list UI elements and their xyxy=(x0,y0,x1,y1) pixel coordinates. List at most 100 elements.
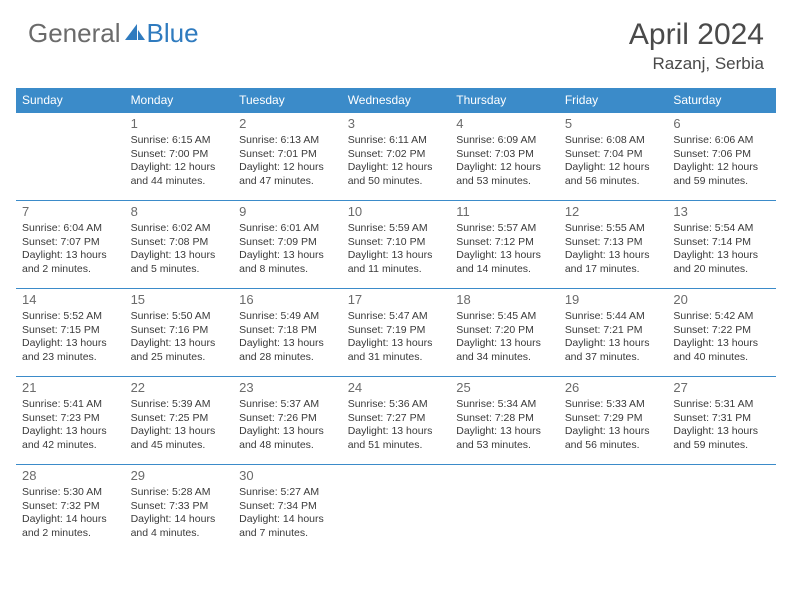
day-cell: 23Sunrise: 5:37 AMSunset: 7:26 PMDayligh… xyxy=(233,377,342,465)
day-cell: 21Sunrise: 5:41 AMSunset: 7:23 PMDayligh… xyxy=(16,377,125,465)
day-number: 13 xyxy=(673,204,770,221)
sunset-text: Sunset: 7:12 PM xyxy=(456,236,553,250)
logo-text-2: Blue xyxy=(147,18,199,49)
day-number: 29 xyxy=(131,468,228,485)
day-cell xyxy=(342,465,451,553)
sunset-text: Sunset: 7:26 PM xyxy=(239,412,336,426)
daylight-text: Daylight: 13 hours and 42 minutes. xyxy=(22,425,119,452)
day-number: 7 xyxy=(22,204,119,221)
daylight-text: Daylight: 13 hours and 25 minutes. xyxy=(131,337,228,364)
day-number: 15 xyxy=(131,292,228,309)
day-cell: 30Sunrise: 5:27 AMSunset: 7:34 PMDayligh… xyxy=(233,465,342,553)
sunset-text: Sunset: 7:23 PM xyxy=(22,412,119,426)
day-number: 11 xyxy=(456,204,553,221)
day-cell: 2Sunrise: 6:13 AMSunset: 7:01 PMDaylight… xyxy=(233,113,342,201)
day-number: 9 xyxy=(239,204,336,221)
week-row: 1Sunrise: 6:15 AMSunset: 7:00 PMDaylight… xyxy=(16,113,776,201)
sunrise-text: Sunrise: 5:55 AM xyxy=(565,222,662,236)
sunrise-text: Sunrise: 5:45 AM xyxy=(456,310,553,324)
sunset-text: Sunset: 7:09 PM xyxy=(239,236,336,250)
day-cell: 27Sunrise: 5:31 AMSunset: 7:31 PMDayligh… xyxy=(667,377,776,465)
sunrise-text: Sunrise: 6:04 AM xyxy=(22,222,119,236)
daylight-text: Daylight: 13 hours and 53 minutes. xyxy=(456,425,553,452)
daylight-text: Daylight: 12 hours and 47 minutes. xyxy=(239,161,336,188)
sunset-text: Sunset: 7:15 PM xyxy=(22,324,119,338)
sunrise-text: Sunrise: 6:08 AM xyxy=(565,134,662,148)
daylight-text: Daylight: 14 hours and 2 minutes. xyxy=(22,513,119,540)
day-number: 3 xyxy=(348,116,445,133)
sunrise-text: Sunrise: 5:42 AM xyxy=(673,310,770,324)
sunrise-text: Sunrise: 6:11 AM xyxy=(348,134,445,148)
day-cell: 9Sunrise: 6:01 AMSunset: 7:09 PMDaylight… xyxy=(233,201,342,289)
week-row: 7Sunrise: 6:04 AMSunset: 7:07 PMDaylight… xyxy=(16,201,776,289)
sunrise-text: Sunrise: 5:28 AM xyxy=(131,486,228,500)
sunrise-text: Sunrise: 6:06 AM xyxy=(673,134,770,148)
day-number: 12 xyxy=(565,204,662,221)
sunset-text: Sunset: 7:25 PM xyxy=(131,412,228,426)
sunrise-text: Sunrise: 5:49 AM xyxy=(239,310,336,324)
sunset-text: Sunset: 7:33 PM xyxy=(131,500,228,514)
sunrise-text: Sunrise: 5:54 AM xyxy=(673,222,770,236)
title-block: April 2024 Razanj, Serbia xyxy=(629,18,764,74)
daylight-text: Daylight: 13 hours and 5 minutes. xyxy=(131,249,228,276)
daylight-text: Daylight: 13 hours and 56 minutes. xyxy=(565,425,662,452)
dayhead-thu: Thursday xyxy=(450,88,559,113)
daylight-text: Daylight: 13 hours and 45 minutes. xyxy=(131,425,228,452)
daylight-text: Daylight: 13 hours and 28 minutes. xyxy=(239,337,336,364)
sunset-text: Sunset: 7:18 PM xyxy=(239,324,336,338)
day-cell: 20Sunrise: 5:42 AMSunset: 7:22 PMDayligh… xyxy=(667,289,776,377)
day-number: 21 xyxy=(22,380,119,397)
dayhead-wed: Wednesday xyxy=(342,88,451,113)
sunrise-text: Sunrise: 5:44 AM xyxy=(565,310,662,324)
day-cell xyxy=(16,113,125,201)
sunset-text: Sunset: 7:02 PM xyxy=(348,148,445,162)
daylight-text: Daylight: 12 hours and 53 minutes. xyxy=(456,161,553,188)
dayhead-tue: Tuesday xyxy=(233,88,342,113)
sunset-text: Sunset: 7:10 PM xyxy=(348,236,445,250)
day-cell: 16Sunrise: 5:49 AMSunset: 7:18 PMDayligh… xyxy=(233,289,342,377)
sunrise-text: Sunrise: 6:13 AM xyxy=(239,134,336,148)
sunrise-text: Sunrise: 5:39 AM xyxy=(131,398,228,412)
sunset-text: Sunset: 7:27 PM xyxy=(348,412,445,426)
daylight-text: Daylight: 13 hours and 2 minutes. xyxy=(22,249,119,276)
day-cell: 15Sunrise: 5:50 AMSunset: 7:16 PMDayligh… xyxy=(125,289,234,377)
sunrise-text: Sunrise: 5:27 AM xyxy=(239,486,336,500)
day-number: 26 xyxy=(565,380,662,397)
day-number: 24 xyxy=(348,380,445,397)
day-cell: 18Sunrise: 5:45 AMSunset: 7:20 PMDayligh… xyxy=(450,289,559,377)
dayhead-mon: Monday xyxy=(125,88,234,113)
dayhead-sat: Saturday xyxy=(667,88,776,113)
location: Razanj, Serbia xyxy=(629,54,764,74)
day-number: 5 xyxy=(565,116,662,133)
day-cell: 7Sunrise: 6:04 AMSunset: 7:07 PMDaylight… xyxy=(16,201,125,289)
daylight-text: Daylight: 13 hours and 51 minutes. xyxy=(348,425,445,452)
day-number: 30 xyxy=(239,468,336,485)
sunset-text: Sunset: 7:07 PM xyxy=(22,236,119,250)
sunrise-text: Sunrise: 5:59 AM xyxy=(348,222,445,236)
daylight-text: Daylight: 13 hours and 48 minutes. xyxy=(239,425,336,452)
day-cell: 22Sunrise: 5:39 AMSunset: 7:25 PMDayligh… xyxy=(125,377,234,465)
sunrise-text: Sunrise: 5:50 AM xyxy=(131,310,228,324)
sunrise-text: Sunrise: 5:52 AM xyxy=(22,310,119,324)
day-cell: 12Sunrise: 5:55 AMSunset: 7:13 PMDayligh… xyxy=(559,201,668,289)
day-number: 20 xyxy=(673,292,770,309)
daylight-text: Daylight: 13 hours and 11 minutes. xyxy=(348,249,445,276)
header: General Blue April 2024 Razanj, Serbia xyxy=(0,0,792,82)
daylight-text: Daylight: 13 hours and 40 minutes. xyxy=(673,337,770,364)
day-cell: 13Sunrise: 5:54 AMSunset: 7:14 PMDayligh… xyxy=(667,201,776,289)
sunset-text: Sunset: 7:14 PM xyxy=(673,236,770,250)
sunrise-text: Sunrise: 5:34 AM xyxy=(456,398,553,412)
day-cell: 8Sunrise: 6:02 AMSunset: 7:08 PMDaylight… xyxy=(125,201,234,289)
sunset-text: Sunset: 7:08 PM xyxy=(131,236,228,250)
sunset-text: Sunset: 7:31 PM xyxy=(673,412,770,426)
day-number: 17 xyxy=(348,292,445,309)
daylight-text: Daylight: 13 hours and 23 minutes. xyxy=(22,337,119,364)
dayhead-fri: Friday xyxy=(559,88,668,113)
day-cell: 11Sunrise: 5:57 AMSunset: 7:12 PMDayligh… xyxy=(450,201,559,289)
week-row: 14Sunrise: 5:52 AMSunset: 7:15 PMDayligh… xyxy=(16,289,776,377)
sunrise-text: Sunrise: 6:01 AM xyxy=(239,222,336,236)
day-cell: 19Sunrise: 5:44 AMSunset: 7:21 PMDayligh… xyxy=(559,289,668,377)
logo-text-1: General xyxy=(28,18,121,49)
sunset-text: Sunset: 7:00 PM xyxy=(131,148,228,162)
day-number: 19 xyxy=(565,292,662,309)
